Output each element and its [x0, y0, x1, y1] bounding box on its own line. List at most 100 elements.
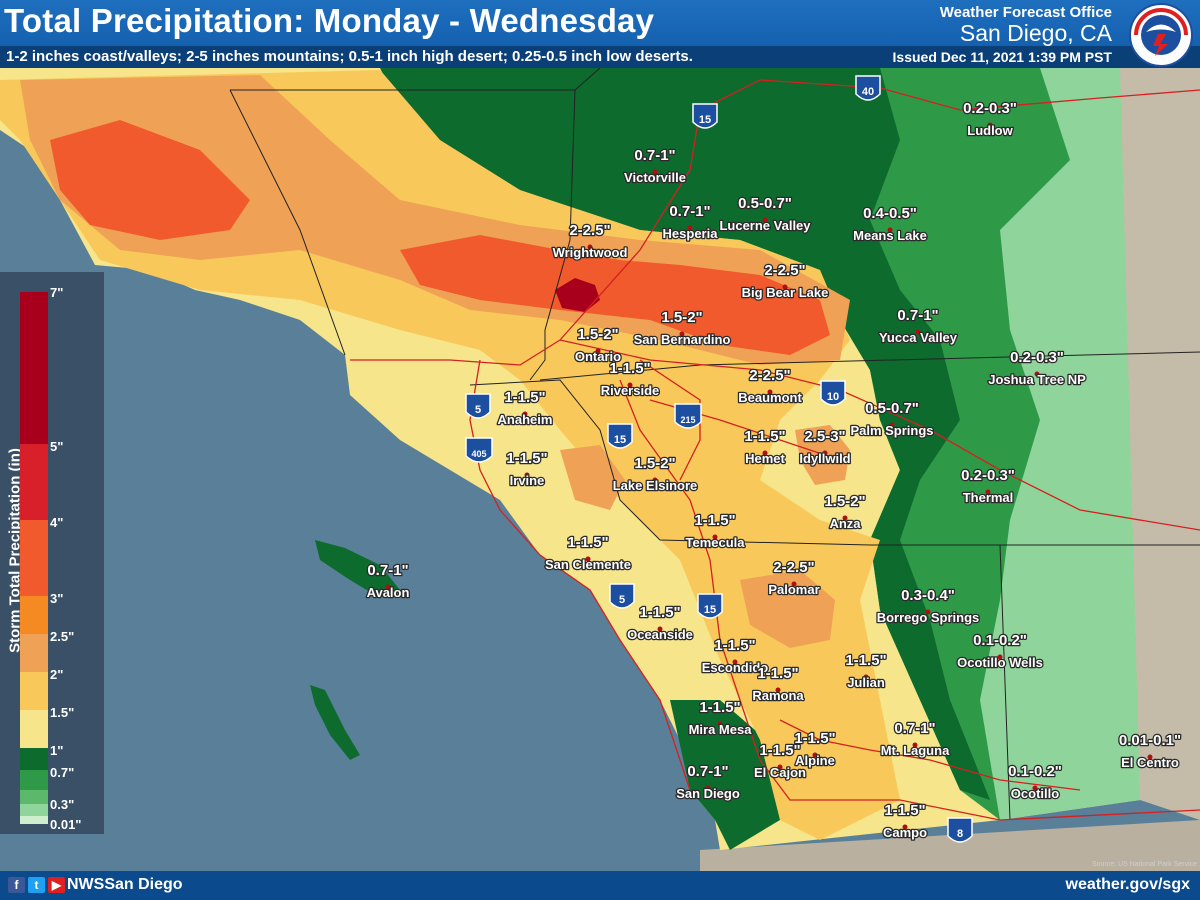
city-name-label: Thermal [963, 490, 1014, 505]
location-marker: 2-2.5" Big Bear Lake [740, 261, 829, 302]
location-marker: 1-1.5" Campo [882, 801, 929, 842]
location-marker: 0.7-1" San Diego [675, 762, 741, 803]
desert-dark-green [380, 68, 990, 800]
city-name-label: Palm Springs [850, 423, 933, 438]
location-marker: 0.01-0.1" El Centro [1118, 731, 1183, 772]
orange-zone-mountains [400, 235, 830, 355]
city-name-label: Borrego Springs [877, 610, 980, 625]
mexico-terrain [700, 820, 1200, 871]
precip-amount-label: 0.7-1" [669, 203, 710, 220]
precip-amount-label: 2-2.5" [764, 262, 805, 279]
precip-amount-label: 2.5-3" [804, 428, 845, 445]
interstate-5-shield-south: 5 [609, 583, 635, 609]
peak-red-zone [555, 278, 600, 312]
precip-amount-label: 0.7-1" [894, 720, 935, 737]
location-dot [652, 169, 658, 175]
location-dot [985, 489, 991, 495]
precip-amount-label: 1-1.5" [845, 652, 886, 669]
precip-amount-label: 0.5-0.7" [865, 400, 919, 417]
location-dot [902, 824, 908, 830]
location-dot [767, 389, 773, 395]
city-name-label: Means Lake [853, 228, 927, 243]
office-city: San Diego, CA [959, 20, 1112, 46]
precip-amount-label: 1.5-2" [661, 309, 702, 326]
legend-tick-label: 0.01" [50, 817, 82, 832]
location-marker: 1.5-2" Ontario [574, 325, 623, 366]
subtitle-text: 1-2 inches coast/valleys; 2-5 inches mou… [6, 48, 693, 65]
nws-logo-icon [1129, 3, 1193, 67]
location-marker: 1-1.5" Alpine [793, 729, 837, 770]
legend-color-segment [20, 672, 48, 710]
website-link[interactable]: weather.gov/sgx [1065, 876, 1191, 893]
city-name-label: San Clemente [545, 557, 631, 572]
precip-amount-label: 1-1.5" [609, 360, 650, 377]
city-name-label: Campo [883, 825, 927, 840]
legend-tick-label: 3" [50, 591, 64, 606]
city-name-label: Palomar [768, 582, 819, 597]
facebook-icon[interactable]: f [8, 877, 25, 893]
city-name-label: El Cajon [754, 765, 806, 780]
precip-amount-label: 0.4-0.5" [863, 205, 917, 222]
location-dot [822, 450, 828, 456]
location-dot [732, 659, 738, 665]
interstate-label: 5 [475, 404, 481, 416]
location-marker: 0.2-0.3" Joshua Tree NP [987, 348, 1087, 389]
city-name-label: Anaheim [498, 412, 553, 427]
location-marker: 2-2.5" Palomar [767, 558, 821, 599]
city-name-label: El Centro [1121, 755, 1179, 770]
location-marker: 0.5-0.7" Palm Springs [849, 399, 935, 440]
legend-color-segment [20, 816, 48, 824]
precip-amount-label: 1-1.5" [639, 604, 680, 621]
location-dot [925, 609, 931, 615]
precip-amount-label: 1-1.5" [757, 665, 798, 682]
location-marker: 1-1.5" Ramona [751, 664, 806, 705]
precipitation-map: 15 40 5 405 15 215 10 5 15 8 0.7-1" Victo… [0, 68, 1200, 871]
precip-amount-label: 2-2.5" [749, 367, 790, 384]
location-marker: 1-1.5" Hemet [743, 427, 787, 468]
legend-color-segment [20, 634, 48, 672]
precip-amount-label: 0.2-0.3" [1010, 349, 1064, 366]
legend-color-segment [20, 790, 48, 804]
interstate-label: 10 [827, 391, 839, 403]
location-dot [652, 477, 658, 483]
city-name-label: Beaumont [738, 390, 802, 405]
location-dot [595, 348, 601, 354]
youtube-icon[interactable]: ▶ [48, 877, 65, 893]
precip-amount-label: 2-2.5" [569, 222, 610, 239]
precip-amount-label: 0.01-0.1" [1119, 732, 1181, 749]
precip-amount-label: 1.5-2" [634, 455, 675, 472]
location-dot [1034, 371, 1040, 377]
location-marker: 0.4-0.5" Means Lake [852, 204, 928, 245]
palomar-orange [740, 570, 835, 648]
interstate-8-shield: 8 [947, 817, 973, 843]
city-name-label: Joshua Tree NP [988, 372, 1086, 387]
interstate-label: 15 [699, 114, 711, 126]
location-marker: 0.7-1" Hesperia [661, 202, 719, 243]
city-name-label: Wrightwood [553, 245, 628, 260]
location-dot [762, 450, 768, 456]
location-dot [1032, 785, 1038, 791]
city-name-label: Victorville [624, 170, 686, 185]
location-dot [863, 674, 869, 680]
twitter-icon[interactable]: t [28, 877, 45, 893]
location-dot [842, 515, 848, 521]
social-handle[interactable]: NWSSan Diego [67, 876, 183, 893]
city-name-label: Mt. Laguna [881, 743, 950, 758]
interstate-215-shield: 215 [674, 403, 702, 429]
issued-timestamp: Issued Dec 11, 2021 1:39 PM PST [892, 49, 1112, 65]
location-dot [717, 721, 723, 727]
city-name-label: San Diego [676, 786, 740, 801]
legend-color-segment [20, 596, 48, 634]
legend-tick-label: 0.3" [50, 797, 75, 812]
legend-tick-label: 0.7" [50, 765, 75, 780]
city-name-label: Ontario [575, 349, 621, 364]
location-dot [775, 687, 781, 693]
interstate-5-shield: 5 [465, 393, 491, 419]
location-dot [585, 556, 591, 562]
precip-amount-label: 0.7-1" [367, 562, 408, 579]
precip-amount-label: 1.5-2" [824, 493, 865, 510]
interstate-label: 40 [862, 86, 874, 98]
location-marker: 1-1.5" Escondido [700, 636, 769, 677]
city-name-label: Lucerne Valley [719, 218, 811, 233]
location-dot [712, 534, 718, 540]
